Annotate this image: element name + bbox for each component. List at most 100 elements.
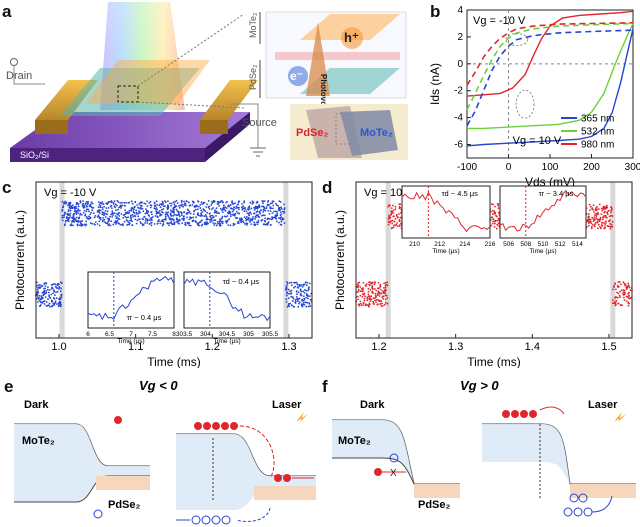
photocurrent-point <box>608 220 611 222</box>
photocurrent-point <box>150 224 153 227</box>
photocurrent-point <box>382 292 385 294</box>
photocurrent-point <box>209 219 212 221</box>
chart-b-ellipse-bottom <box>515 89 535 119</box>
photocurrent-point <box>185 204 187 207</box>
photocurrent-point <box>79 224 82 227</box>
photocurrent-point <box>392 215 395 218</box>
photocurrent-point <box>275 202 277 205</box>
frame <box>35 181 313 339</box>
photocurrent-point <box>43 283 46 285</box>
photocurrent-point <box>495 227 498 230</box>
photocurrent-point <box>225 207 228 209</box>
photocurrent-point <box>380 305 383 307</box>
photocurrent-point <box>586 220 589 223</box>
photocurrent-point <box>269 224 272 226</box>
photocurrent-point <box>390 220 392 222</box>
photocurrent-point <box>627 297 630 299</box>
photocurrent-point <box>280 208 283 210</box>
photocurrent-point <box>629 289 632 291</box>
photocurrent-point <box>132 216 135 218</box>
photocurrent-point <box>300 293 302 295</box>
photocurrent-point <box>301 286 304 288</box>
photocurrent-point <box>248 212 251 215</box>
photocurrent-point <box>172 219 175 221</box>
photocurrent-point <box>55 297 58 300</box>
photocurrent-point <box>281 218 284 221</box>
photocurrent-point <box>170 221 173 223</box>
photocurrent-point <box>135 222 138 225</box>
chart-b-ellipse-top <box>505 33 529 47</box>
photocurrent-point <box>119 202 122 204</box>
photocurrent-point <box>38 295 41 297</box>
photocurrent-point <box>221 217 223 220</box>
electron-label: e⁻ <box>290 69 303 83</box>
photocurrent-point <box>376 287 379 290</box>
photocurrent-point <box>362 287 364 289</box>
photocurrent-point <box>36 281 38 284</box>
photocurrent-point <box>272 204 275 207</box>
photocurrent-point <box>381 302 383 305</box>
chart-b-legend-label: 532 nm <box>581 127 614 138</box>
photocurrent-point <box>221 211 224 213</box>
photocurrent-point <box>380 289 382 291</box>
photocurrent-point <box>67 209 70 211</box>
photocurrent-point <box>50 293 53 296</box>
panel-label-b: b <box>430 2 441 21</box>
photocurrent-point <box>186 216 188 219</box>
photocurrent-point <box>121 204 124 207</box>
photocurrent-point <box>149 206 152 209</box>
photocurrent-point <box>82 200 84 202</box>
photocurrent-point <box>606 216 608 219</box>
photocurrent-point <box>367 293 370 296</box>
photocurrent-point <box>114 206 117 209</box>
photocurrent-point <box>386 281 389 284</box>
photocurrent-point <box>91 222 93 225</box>
photocurrent-point <box>256 210 259 212</box>
band-e-laser-pdse2 <box>254 486 316 500</box>
chart-b-legend-label: 980 nm <box>581 140 614 151</box>
photocurrent-point <box>210 217 212 219</box>
photocurrent-point <box>596 208 598 211</box>
photocurrent-point <box>611 221 614 223</box>
photocurrent-point <box>627 285 630 287</box>
band-e-title: Vg < 0 <box>139 378 178 393</box>
photocurrent-point <box>492 220 494 223</box>
photocurrent-point <box>135 211 138 214</box>
photocurrent-point <box>255 214 258 217</box>
photocurrent-point <box>601 209 604 212</box>
photocurrent-point <box>302 303 305 306</box>
band-f-dark-pdse2 <box>414 484 460 498</box>
photocurrent-point <box>212 222 215 224</box>
photocurrent-point <box>304 283 306 285</box>
photocurrent-point <box>279 209 281 211</box>
photocurrent-point <box>167 211 170 214</box>
photocurrent-point <box>124 204 126 207</box>
photocurrent-point <box>258 204 261 206</box>
photocurrent-point <box>178 206 181 209</box>
photocurrent-point <box>146 218 149 220</box>
photocurrent-point <box>611 208 613 210</box>
photocurrent-point <box>305 305 308 308</box>
photocurrent-point <box>602 206 605 208</box>
photocurrent-point <box>118 215 121 217</box>
photocurrent-point <box>81 213 83 216</box>
photocurrent-point <box>54 294 56 297</box>
photocurrent-point <box>359 294 362 297</box>
zoom-line-top <box>137 13 245 87</box>
photocurrent-point <box>378 291 381 294</box>
band-f-dark-pdse2-label: PdSe₂ <box>418 499 451 511</box>
photocurrent-point <box>150 218 153 221</box>
switch-marker-1 <box>283 182 289 338</box>
photocurrent-point <box>65 219 67 222</box>
photocurrent-point <box>367 287 370 290</box>
photocurrent-point <box>383 287 385 289</box>
drain-electrode-front <box>35 120 68 134</box>
photocurrent-point <box>371 290 374 293</box>
photocurrent-point <box>593 211 595 213</box>
photocurrent-point <box>113 200 116 202</box>
photocurrent-point <box>42 294 45 297</box>
photocurrent-point <box>400 222 402 225</box>
photocurrent-point <box>90 211 93 214</box>
xtick-label: 1.3 <box>448 341 463 353</box>
inset-tick-label: 506 <box>503 241 514 248</box>
